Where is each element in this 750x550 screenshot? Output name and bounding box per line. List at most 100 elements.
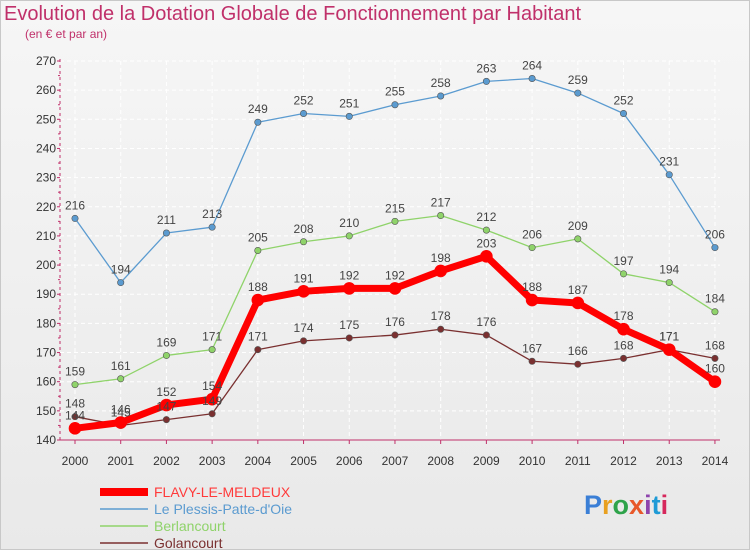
data-point <box>300 109 308 117</box>
data-label: 249 <box>248 102 268 116</box>
data-point <box>342 282 356 295</box>
data-point <box>620 109 628 117</box>
proxiti-logo: Proxiti <box>584 490 668 521</box>
data-point <box>345 112 353 120</box>
y-tick-label: 260 <box>36 83 56 97</box>
data-point <box>388 282 402 295</box>
axes: 140 150 160 170 180 190 200 210 220 230 240 250 260 2… <box>36 54 729 468</box>
data-label: 161 <box>111 359 131 373</box>
data-label: 216 <box>65 198 85 212</box>
y-tick-label: 170 <box>36 346 56 360</box>
data-label: 178 <box>431 309 451 323</box>
y-tick-label: 140 <box>36 433 56 447</box>
x-tick-label: 2012 <box>610 454 637 468</box>
data-label: 178 <box>614 309 634 323</box>
data-label: 205 <box>248 231 268 245</box>
y-tick-label: 240 <box>36 141 56 155</box>
data-point <box>251 293 265 307</box>
data-label: 187 <box>568 283 588 297</box>
data-label: 194 <box>111 263 131 277</box>
legend-label: Berlancourt <box>154 518 226 534</box>
data-label: 209 <box>568 219 588 233</box>
data-labels: 216 194 211 213 249 252 251 255 258 263 264 259 252 2… <box>65 58 725 422</box>
data-label: 176 <box>385 315 405 329</box>
data-point <box>208 410 216 418</box>
x-tick-label: 2004 <box>244 454 271 468</box>
data-label: 206 <box>522 228 542 242</box>
data-label: 206 <box>705 228 725 242</box>
data-point <box>300 238 308 246</box>
data-point <box>114 416 128 429</box>
data-point <box>480 250 493 263</box>
data-point <box>117 375 125 383</box>
data-label: 192 <box>339 268 359 282</box>
data-label: 198 <box>431 251 451 265</box>
data-label: 171 <box>659 330 679 344</box>
data-point <box>528 357 536 365</box>
data-label: 174 <box>294 321 314 335</box>
data-label: 171 <box>659 330 679 344</box>
data-label: 152 <box>156 385 176 399</box>
data-label: 264 <box>522 58 542 72</box>
x-tick-label: 2005 <box>290 454 317 468</box>
data-point <box>345 232 353 240</box>
data-point <box>482 331 490 339</box>
chart-subtitle: (en € et par an) <box>25 27 108 41</box>
data-point <box>574 235 582 243</box>
data-point <box>345 334 353 342</box>
x-tick-label: 2014 <box>702 454 729 468</box>
data-label: 213 <box>202 207 222 221</box>
data-point <box>620 270 628 278</box>
y-tick-label: 150 <box>36 404 56 418</box>
data-point <box>665 279 673 287</box>
data-label: 188 <box>522 280 542 294</box>
legend-label: Le Plessis-Patte-d'Oie <box>154 501 292 517</box>
data-point <box>708 375 722 388</box>
data-point <box>620 354 628 362</box>
data-point <box>525 293 539 307</box>
data-label: 149 <box>202 394 222 408</box>
data-point <box>391 101 399 109</box>
y-tick-label: 220 <box>36 200 56 214</box>
data-label: 144 <box>65 408 85 422</box>
data-point <box>434 264 447 278</box>
x-tick-label: 2009 <box>473 454 500 468</box>
data-point <box>571 296 585 310</box>
data-point <box>617 322 630 336</box>
x-tick-label: 2006 <box>336 454 363 468</box>
chart-title: Evolution de la Dotation Globale de Fonc… <box>4 3 582 25</box>
data-label: 211 <box>157 213 176 227</box>
data-point <box>711 354 719 362</box>
data-point <box>528 74 536 82</box>
x-tick-label: 2002 <box>153 454 180 468</box>
data-label: 259 <box>568 73 588 87</box>
logo-letter: i <box>644 490 652 520</box>
data-label: 167 <box>522 341 542 355</box>
data-point <box>162 351 170 359</box>
logo-letter: i <box>660 490 669 520</box>
legend-label: FLAVY-LE-MELDEUX <box>154 484 291 500</box>
logo-letter: P <box>584 490 603 520</box>
x-tick-label: 2011 <box>565 454 591 468</box>
data-point <box>68 422 82 435</box>
y-tick-label: 190 <box>36 287 56 301</box>
data-label: 231 <box>659 155 679 169</box>
data-point <box>162 416 170 424</box>
x-tick-label: 2013 <box>656 454 683 468</box>
data-label: 147 <box>156 400 176 414</box>
data-label: 145 <box>111 405 131 419</box>
data-label: 215 <box>385 201 405 215</box>
data-label: 210 <box>339 216 359 230</box>
data-label: 191 <box>294 271 314 285</box>
data-point <box>528 244 536 252</box>
data-label: 148 <box>65 397 85 411</box>
data-point <box>482 77 490 85</box>
data-label: 175 <box>339 318 359 332</box>
x-tick-label: 2001 <box>107 454 134 468</box>
data-point <box>574 89 582 97</box>
y-tick-label: 270 <box>36 54 56 68</box>
data-point <box>391 217 399 225</box>
data-point <box>437 92 445 100</box>
logo-letter: t <box>651 490 661 520</box>
